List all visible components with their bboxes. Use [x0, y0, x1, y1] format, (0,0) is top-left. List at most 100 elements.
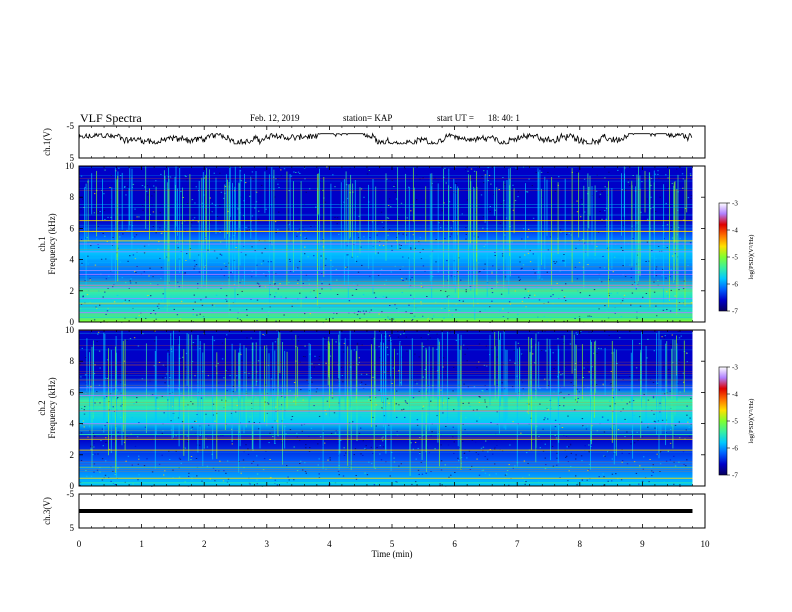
- spec-pixel: [640, 211, 642, 213]
- spec-pixel: [666, 247, 668, 249]
- spec-pixel: [240, 191, 243, 193]
- spec-pixel: [543, 419, 545, 421]
- spec-pixel: [386, 398, 389, 400]
- spec-pixel: [93, 319, 96, 321]
- spec-pixel: [182, 197, 184, 198]
- spec-pixel: [534, 294, 536, 296]
- spec-pixel: [675, 247, 677, 249]
- spec-pixel: [290, 315, 293, 317]
- spec-pixel: [318, 458, 320, 460]
- spec-pixel: [538, 299, 541, 301]
- spec-pixel: [422, 405, 425, 407]
- spec-pixel: [422, 434, 424, 436]
- spec-pixel: [457, 181, 460, 183]
- spec-pixel: [484, 174, 487, 176]
- spec-pixel: [111, 249, 114, 251]
- spec-pixel: [638, 343, 641, 345]
- spec-pixel: [184, 229, 186, 231]
- spec-pixel: [534, 332, 536, 334]
- spec-pixel: [585, 428, 588, 430]
- spec-pixel: [250, 337, 252, 339]
- spec-pixel: [313, 191, 316, 193]
- spec-pixel: [485, 209, 488, 210]
- spec-pixel: [582, 425, 584, 427]
- spec-pixel: [452, 220, 454, 222]
- spec-pixel: [614, 403, 616, 405]
- spec-pixel: [678, 359, 680, 361]
- spec-pixel: [154, 340, 156, 342]
- spec-pixel: [157, 248, 159, 250]
- spec-pixel: [370, 446, 372, 448]
- spec-pixel: [387, 183, 389, 185]
- spec-pixel: [80, 432, 83, 434]
- spec-pixel: [665, 202, 667, 204]
- spec-pixel: [524, 288, 527, 290]
- spec-pixel: [315, 297, 317, 298]
- spec-pixel: [588, 331, 590, 333]
- spec-pixel: [173, 308, 175, 310]
- spec-pixel: [556, 282, 558, 284]
- spec-pixel: [613, 195, 615, 197]
- spec-pixel: [676, 186, 678, 188]
- spec-pixel: [588, 315, 591, 317]
- spec-pixel: [483, 269, 485, 271]
- spec-pixel: [672, 320, 674, 322]
- spec-pixel: [89, 278, 91, 280]
- spec-pixel: [665, 277, 667, 279]
- spec-pixel: [557, 183, 560, 185]
- spec-pixel: [391, 179, 393, 181]
- spec-pixel: [144, 186, 146, 188]
- spec-pixel: [354, 448, 357, 450]
- spec-pixel: [120, 405, 122, 407]
- spec-pixel: [193, 217, 196, 219]
- spec-pixel: [443, 210, 445, 212]
- spec-pixel: [315, 298, 317, 300]
- spec-pixel: [164, 382, 166, 384]
- spec-pixel: [471, 465, 473, 467]
- spec-pixel: [632, 400, 635, 402]
- spec-pixel: [292, 351, 294, 353]
- spec-pixel: [479, 311, 481, 313]
- spec-pixel: [298, 260, 301, 262]
- spec-pixel: [402, 266, 404, 268]
- spec-pixel: [96, 469, 99, 471]
- spec-pixel: [371, 221, 374, 223]
- spec-pixel: [595, 384, 598, 385]
- spec-pixel: [526, 411, 529, 413]
- spec-pixel: [314, 355, 316, 357]
- spec-pixel: [79, 308, 82, 310]
- spec-pixel: [310, 377, 312, 379]
- spec-pixel: [98, 384, 101, 386]
- spec-pixel: [544, 370, 546, 372]
- spec-pixel: [372, 376, 374, 378]
- spec-pixel: [435, 261, 437, 263]
- spec-pixel: [555, 428, 557, 430]
- spec-pixel: [602, 255, 604, 257]
- spec-pixel: [158, 463, 161, 465]
- spec-pixel: [684, 310, 687, 311]
- spec-pixel: [426, 356, 428, 358]
- spec-pixel: [491, 353, 493, 354]
- spec-pixel: [460, 457, 463, 458]
- spec-pixel: [265, 345, 268, 347]
- spec-pixel: [283, 168, 286, 170]
- spec-pixel: [685, 429, 687, 431]
- spec-pixel: [610, 292, 612, 294]
- spec-pixel: [629, 219, 631, 221]
- spec-pixel: [127, 189, 129, 191]
- spec-pixel: [539, 447, 541, 449]
- spec-pixel: [657, 279, 659, 281]
- spec-pixel: [575, 458, 577, 460]
- spec-pixel: [225, 266, 227, 267]
- spec-pixel: [274, 341, 277, 343]
- spec-pixel: [264, 247, 266, 249]
- spec-pixel: [353, 364, 355, 365]
- spec-pixel: [519, 221, 522, 223]
- spec-pixel: [84, 406, 86, 408]
- spec-pixel: [319, 436, 322, 438]
- spec-pixel: [319, 293, 321, 294]
- spec-pixel: [465, 417, 467, 419]
- spec-pixel: [582, 226, 584, 228]
- spec-pixel: [358, 432, 361, 434]
- spec-pixel: [447, 223, 449, 225]
